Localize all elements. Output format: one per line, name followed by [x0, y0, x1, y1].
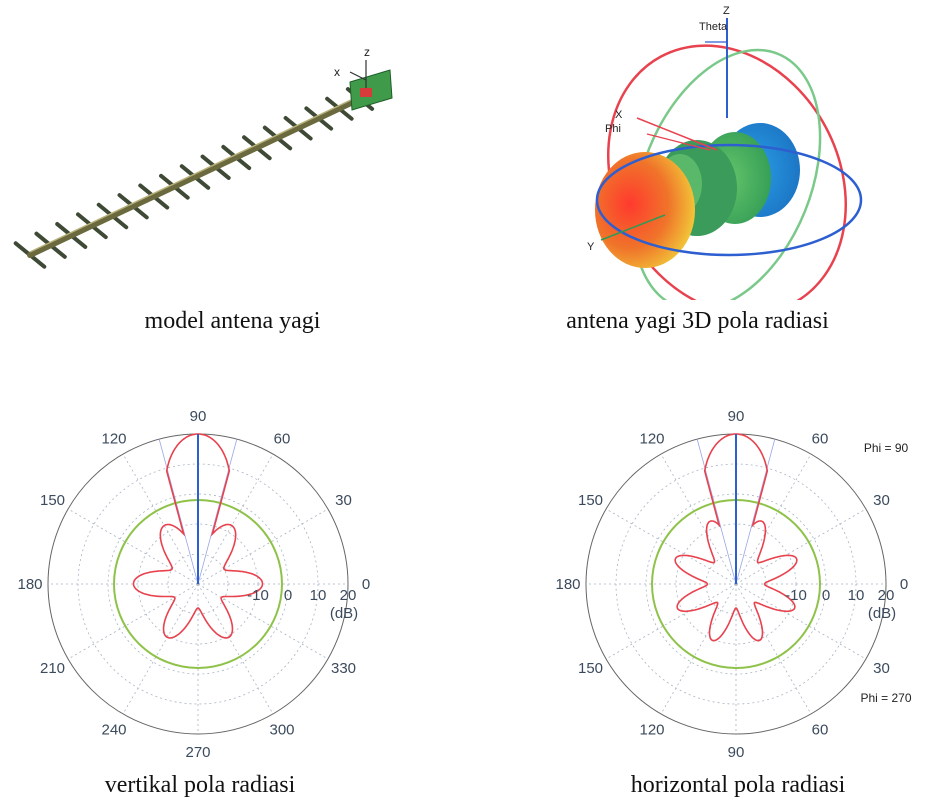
model-axis-z: z: [364, 45, 370, 59]
polar-beam-guide: [696, 439, 737, 585]
polar-angle-tick: 300: [269, 722, 294, 739]
polar-angle-tick: 270: [185, 744, 210, 761]
caption-pattern3d: antena yagi 3D pola radiasi: [566, 308, 829, 334]
polar-angle-tick: 150: [578, 492, 603, 509]
polar-angle-tick: 210: [40, 660, 65, 677]
polar-pattern-trace: [674, 433, 798, 642]
polar-grid-spoke: [197, 508, 329, 585]
polar-angle-tick: 120: [101, 431, 126, 448]
polar-angle-tick: 150: [40, 492, 65, 509]
polar-grid-spoke: [735, 453, 812, 585]
polar-angle-tick: 0: [362, 576, 370, 593]
polar-angle-tick: 180: [17, 576, 42, 593]
polar-annotation: Phi = 270: [860, 691, 911, 705]
polar-angle-tick: 60: [812, 722, 829, 739]
caption-horizontal: horizontal pola radiasi: [630, 772, 846, 798]
polar-angle-tick: 30: [873, 660, 890, 677]
axis3d-theta: Theta: [699, 21, 728, 33]
yagi-model-drawing: z x: [13, 45, 393, 269]
polar-angle-tick: 90: [728, 408, 745, 425]
polar-grid-spoke: [735, 508, 867, 585]
pattern-3d-axes: Z Theta X Phi Y: [587, 5, 730, 253]
vertical-polar-figure: 0 30 60 90 120 150 180 210 240 270 300 330 -10 0 10 20(…: [0, 390, 400, 806]
polar-angle-tick: 330: [331, 660, 356, 677]
polar-grid-spoke: [67, 583, 199, 660]
horizontal-polar-chart: 0 30 60 90 120 150 180 150 120 90 60 30 -10 0 10 20(dB)…: [555, 408, 911, 761]
polar-beam-guide: [158, 439, 199, 585]
polar-grid-spoke: [122, 583, 199, 715]
polar-angle-tick: 0: [900, 576, 908, 593]
pattern-3d-lobes: [595, 123, 800, 268]
polar-grid-spoke: [197, 583, 274, 715]
polar-grid-spoke: [122, 453, 199, 585]
model-axis-x: x: [334, 65, 340, 79]
polar-angle-tick: 90: [728, 744, 745, 761]
axis3d-x: X: [615, 109, 623, 121]
polar-grid-spoke: [605, 508, 737, 585]
polar-radial-tick: 20: [878, 587, 895, 604]
polar-angle-tick: 240: [101, 722, 126, 739]
axis3d-z: Z: [723, 5, 730, 17]
polar-grid-spoke: [660, 583, 737, 715]
axis3d-y: Y: [587, 241, 595, 253]
polar-angle-tick: 120: [639, 431, 664, 448]
polar-angle-tick: 180: [555, 576, 580, 593]
polar-radial-tick: 10: [310, 587, 327, 604]
polar-annotation: Phi = 90: [864, 441, 909, 455]
polar-grid-spoke: [67, 508, 199, 585]
polar-grid-spoke: [605, 583, 737, 660]
polar-radial-tick: 0: [284, 587, 292, 604]
polar-radial-unit: (dB): [868, 605, 896, 622]
polar-radial-unit: (dB): [330, 605, 358, 622]
yagi-3d-figure: Z Theta X Phi Y antena yagi 3D pola radi…: [465, 0, 930, 334]
axis3d-phi: Phi: [605, 123, 621, 135]
caption-model: model antena yagi: [144, 308, 321, 334]
yagi-boom: [27, 90, 375, 258]
polar-angle-tick: 60: [274, 431, 291, 448]
horizontal-polar-figure: 0 30 60 90 120 150 180 150 120 90 60 30 -10 0 10 20 (dB)…: [538, 390, 930, 806]
polar-grid-spoke: [197, 453, 274, 585]
pattern-3d-drawing: Z Theta X Phi Y: [587, 5, 863, 316]
yagi-model-figure: z x model antena yagi: [0, 0, 465, 334]
vertical-polar-chart: 0 30 60 90 120 150 180 210 240 270 300 330 -10 0 10 20(…: [17, 408, 370, 761]
polar-beam-guide: [735, 439, 776, 585]
polar-grid-spoke: [735, 583, 812, 715]
polar-grid-spoke: [660, 453, 737, 585]
polar-radial-tick: 0: [822, 587, 830, 604]
yagi-feed-board: z x: [334, 45, 393, 111]
polar-angle-tick: 120: [639, 722, 664, 739]
polar-beam-guide: [197, 439, 238, 585]
polar-angle-tick: 150: [578, 660, 603, 677]
polar-angle-tick: 90: [190, 408, 207, 425]
polar-grid-spoke: [735, 583, 867, 660]
polar-pattern-trace: [132, 433, 264, 639]
caption-vertical: vertikal pola radiasi: [104, 772, 296, 798]
pattern-3d-equator: [595, 143, 863, 257]
polar-angle-tick: 30: [335, 492, 352, 509]
polar-radial-tick: 10: [848, 587, 865, 604]
polar-grid-spoke: [197, 583, 329, 660]
polar-angle-tick: 60: [812, 431, 829, 448]
polar-radial-tick: -10: [785, 587, 807, 604]
polar-angle-tick: 30: [873, 492, 890, 509]
polar-radial-tick: 20: [340, 587, 357, 604]
polar-radial-tick: -10: [247, 587, 269, 604]
